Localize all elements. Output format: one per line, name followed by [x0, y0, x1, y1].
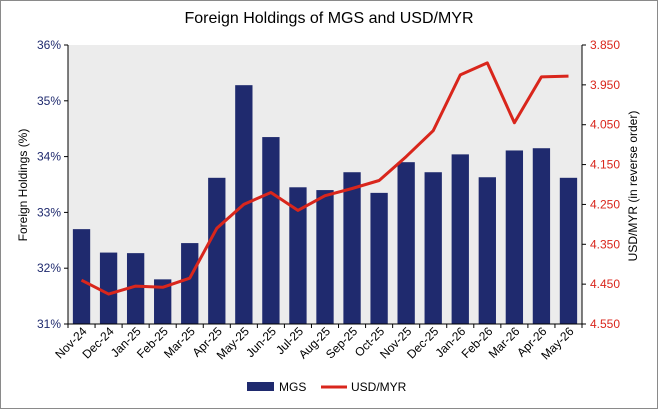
mgs-bar: [181, 243, 199, 324]
usdmyr-line: [80, 61, 569, 296]
legend-swatch-mgs: [247, 382, 274, 391]
y2-tick-label: 4.550: [590, 317, 620, 331]
chart-title: Foreign Holdings of MGS and USD/MYR: [184, 10, 474, 27]
mgs-bar: [505, 150, 524, 324]
y-tick-label: 36%: [37, 38, 61, 52]
mgs-bar: [397, 162, 415, 324]
mgs-bar: [559, 177, 578, 324]
y-tick-label: 35%: [37, 94, 61, 108]
mgs-bar: [478, 177, 496, 324]
y-tick-label: 31%: [37, 317, 61, 331]
y-axis-label: Foreign Holdings (%): [16, 129, 30, 242]
y-tick-label: 33%: [37, 205, 61, 219]
mgs-bar: [424, 172, 442, 324]
y2-tick-label: 4.350: [590, 237, 620, 251]
y2-tick-label: 3.850: [590, 38, 620, 52]
mgs-bar: [532, 148, 551, 324]
x-tick-label: Jun-25: [243, 324, 279, 360]
mgs-bar: [451, 154, 469, 324]
mgs-bar: [370, 192, 388, 324]
mgs-bar: [289, 187, 307, 324]
y2-tick-label: 4.250: [590, 197, 620, 211]
x-tick-label: Mar-25: [161, 324, 198, 361]
y2-axis-label: USD/MYR (in reverse order): [626, 111, 640, 262]
mgs-bar: [154, 279, 172, 324]
y2-tick-label: 4.450: [590, 277, 620, 291]
y2-tick-label: 4.150: [590, 158, 620, 172]
mgs-bar: [72, 229, 91, 324]
y-tick-label: 32%: [37, 261, 61, 275]
mgs-bar: [343, 172, 361, 324]
mgs-bar: [126, 253, 145, 324]
mgs-bar: [262, 137, 280, 324]
legend-label-mgs: MGS: [279, 380, 306, 394]
y-tick-label: 34%: [37, 150, 61, 164]
mgs-bar: [208, 177, 226, 324]
y2-tick-label: 3.950: [590, 78, 620, 92]
legend: MGS USD/MYR: [247, 380, 407, 394]
x-tick-label: Mar-26: [486, 324, 523, 361]
y2-tick-label: 4.050: [590, 118, 620, 132]
mgs-bar: [316, 190, 334, 324]
mgs-bar: [99, 252, 118, 324]
legend-label-usdmyr: USD/MYR: [351, 380, 407, 394]
